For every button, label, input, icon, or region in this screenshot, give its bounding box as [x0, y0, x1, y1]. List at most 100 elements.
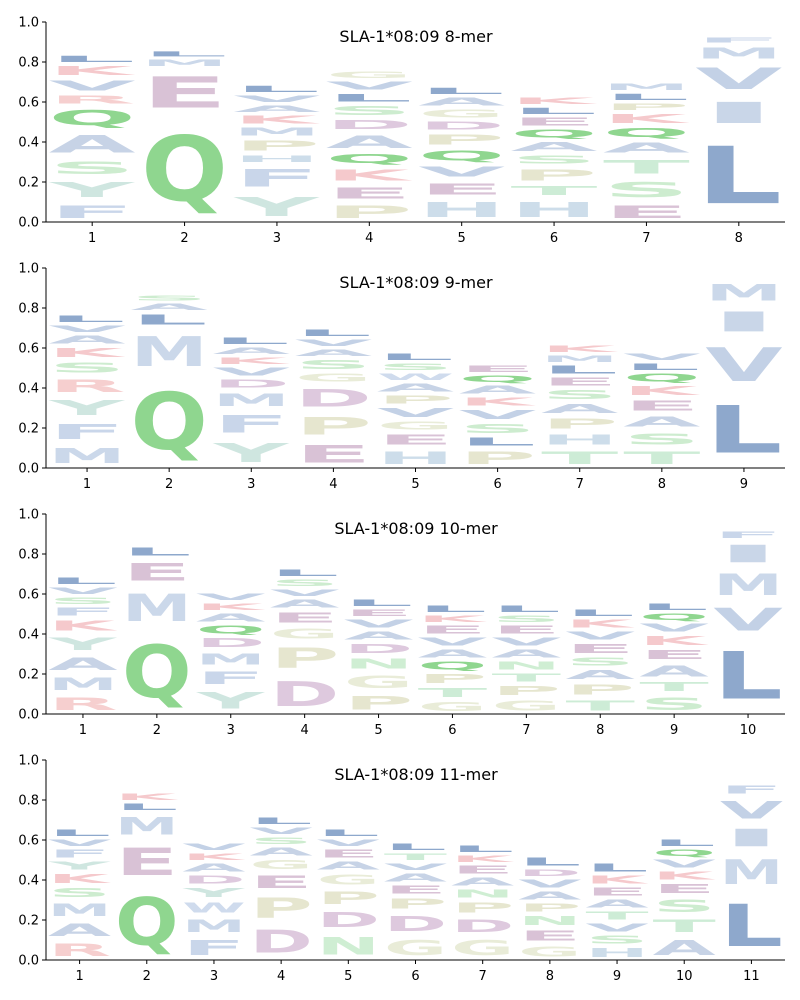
x-tick-label: 6: [411, 969, 419, 984]
logo-letter: Q: [511, 128, 598, 140]
logo-letter: L: [122, 546, 191, 558]
logo-letter: T: [511, 184, 598, 198]
logo-letter: V: [492, 636, 562, 648]
x-tick-label: 1: [79, 723, 87, 738]
logo-letter: S: [131, 294, 208, 302]
logo-letter: L: [603, 92, 690, 102]
logo-letter: A: [48, 654, 117, 674]
logo-letter: F: [720, 784, 783, 796]
logo-letter: A: [653, 936, 716, 960]
logo-letter: Q: [603, 126, 690, 140]
logo-letter: S: [566, 656, 635, 668]
logo-letter: P: [295, 412, 372, 440]
y-tick-label: 0.6: [18, 588, 39, 603]
logo-letter: V: [317, 838, 380, 848]
logo-letter: L: [705, 392, 782, 468]
logo-letter: Q: [196, 624, 265, 636]
logo-panel: FYSAQRVKLQEMLYFHPMKAVLPEKQADSLVGHEVQPDGA…: [18, 16, 785, 246]
y-tick-label: 0.4: [18, 382, 39, 397]
logo-letter: D: [295, 384, 372, 412]
logo-letter: L: [541, 364, 618, 376]
x-tick-label: 9: [740, 477, 748, 492]
logo-letter: A: [344, 630, 414, 642]
logo-letter: V: [344, 618, 414, 630]
logo-letter: M: [122, 587, 191, 631]
x-tick-label: 4: [277, 969, 285, 984]
logo-letter: K: [585, 874, 648, 886]
logo-letter: S: [48, 886, 111, 900]
logo-letter: E: [451, 864, 514, 876]
logo-letter: K: [451, 854, 514, 864]
logo-letter: N: [518, 914, 581, 928]
logo-letter: A: [196, 612, 266, 624]
logo-letter: F: [48, 606, 117, 618]
logo-letter: V: [418, 636, 488, 648]
logo-letter: R: [48, 694, 117, 714]
logo-letter: D: [326, 118, 413, 132]
logo-letter: A: [384, 872, 447, 884]
logo-letter: V: [182, 842, 245, 852]
logo-letter: P: [541, 416, 618, 432]
logo-letter: S: [48, 360, 125, 376]
logo-letter: L: [418, 604, 487, 614]
logo-letter: G: [326, 70, 413, 80]
logo-letter: T: [418, 686, 488, 700]
logo-letter: L: [377, 352, 454, 362]
logo-letter: M: [48, 674, 117, 694]
logo-letter: A: [585, 898, 648, 910]
logo-letter: L: [131, 312, 208, 328]
logo-letter: P: [511, 166, 598, 184]
logo-letter: A: [603, 140, 690, 156]
logo-letter: F: [48, 420, 125, 444]
logo-letter: L: [317, 828, 380, 838]
logo-letter: H: [585, 946, 648, 960]
logo-letter: P: [270, 642, 339, 674]
logo-letter: F: [48, 848, 111, 860]
logo-panel: MFYRSKAVLQMLASYFMDVKALEPDGSAVLHEGVPAWSLP…: [18, 262, 785, 492]
logo-letter: V: [250, 826, 313, 836]
logo-letter: Y: [212, 438, 290, 468]
logo-letter: F: [182, 936, 245, 960]
logo-letter: L: [566, 608, 635, 618]
logo-letter: E: [603, 202, 690, 222]
logo-letter: K: [49, 64, 136, 78]
logo-letter: A: [213, 346, 290, 356]
logo-letter: Y: [196, 688, 266, 714]
logo-letter: R: [48, 940, 111, 960]
logo-letter: A: [566, 668, 636, 682]
logo-letter: S: [541, 388, 618, 402]
logo-letter: L: [141, 50, 228, 58]
y-tick-label: 0.8: [18, 794, 39, 809]
logo-letter: V: [639, 622, 709, 634]
logo-letter: V: [518, 878, 581, 890]
logo-letter: T: [639, 680, 709, 694]
logo-letter: V: [377, 406, 454, 420]
y-tick-label: 1.0: [18, 262, 39, 277]
x-tick-label: 5: [411, 477, 419, 492]
logo-letter: G: [250, 858, 313, 872]
logo-letter: K: [653, 870, 716, 882]
logo-letter: Y: [47, 860, 112, 872]
x-tick-label: 3: [210, 969, 218, 984]
logo-letter: K: [566, 618, 636, 630]
logo-letter: S: [459, 422, 536, 436]
logo-letter: L: [653, 838, 716, 848]
logo-letter: V: [48, 586, 118, 596]
logo-letter: L: [326, 92, 413, 104]
logo-letter: L: [518, 856, 581, 868]
logo-letter: A: [48, 920, 112, 940]
logo-letter: P: [451, 900, 514, 916]
logo-letter: I: [705, 306, 782, 338]
logo-letter: A: [377, 382, 454, 394]
x-tick-label: 7: [479, 969, 487, 984]
x-tick-label: 3: [227, 723, 235, 738]
logo-letter: V: [384, 862, 447, 872]
logo-letter: E: [295, 440, 372, 468]
logo-letter: Q: [653, 848, 716, 858]
logo-letter: A: [639, 662, 709, 680]
logo-letter: V: [653, 858, 716, 870]
x-tick-label: 6: [448, 723, 456, 738]
logo-letter: M: [541, 354, 618, 364]
logo-letter: M: [213, 390, 290, 410]
